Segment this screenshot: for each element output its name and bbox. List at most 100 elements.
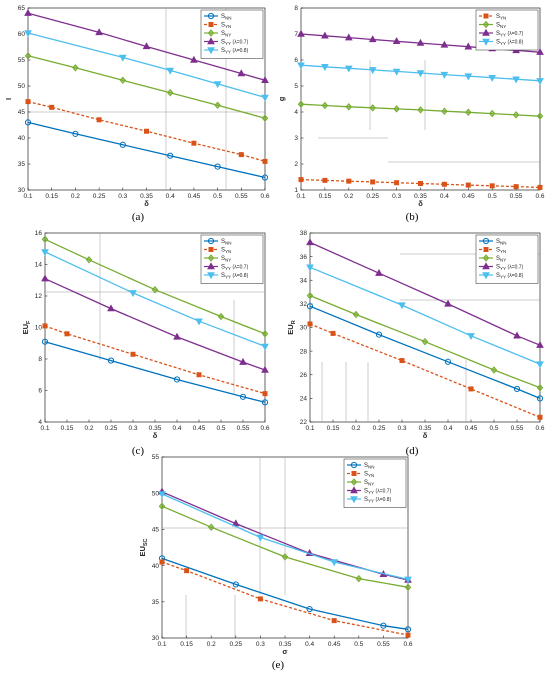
data-point bbox=[536, 361, 544, 369]
x-tick-label: 0.4 bbox=[172, 425, 181, 432]
data-point bbox=[158, 502, 166, 510]
data-point bbox=[344, 33, 353, 41]
legend-swatch-marker bbox=[482, 28, 490, 36]
data-point bbox=[416, 70, 425, 78]
y-axis-label: EUSC bbox=[138, 538, 149, 556]
x-tick-label: 0.55 bbox=[511, 425, 524, 432]
legend-entry: SYY (λ=0.7) bbox=[221, 40, 249, 47]
x-tick-label: 0.3 bbox=[118, 193, 127, 200]
legend-entry-subscript: NY bbox=[500, 24, 506, 29]
legend-entry-suffix: (λ=0.8) bbox=[233, 48, 249, 54]
data-point bbox=[421, 337, 429, 346]
data-point bbox=[306, 303, 314, 310]
y-axis-label: g bbox=[277, 96, 286, 101]
data-point bbox=[467, 333, 475, 340]
y-tick-label: 6 bbox=[38, 388, 42, 395]
data-point bbox=[355, 574, 363, 583]
data-point bbox=[468, 386, 474, 392]
legend-entry-subscript: YY bbox=[500, 41, 506, 46]
y-tick-label: 55 bbox=[18, 57, 26, 64]
legend-entry-suffix: (λ=0.7) bbox=[508, 265, 524, 271]
y-tick-label: 14 bbox=[35, 262, 43, 269]
data-point bbox=[368, 67, 377, 75]
legend-entry-name: S bbox=[496, 23, 500, 29]
legend-entry-subscript: YN bbox=[225, 24, 231, 29]
x-tick-label: 0.55 bbox=[510, 193, 523, 200]
legend-entry-subscript: YY bbox=[368, 490, 374, 495]
y-tick-label: 26 bbox=[300, 372, 308, 379]
data-point bbox=[217, 312, 225, 321]
legend-entry-name: S bbox=[221, 31, 225, 37]
legend-entry-name: S bbox=[221, 40, 225, 46]
legend-swatch-marker bbox=[483, 247, 489, 252]
data-point bbox=[190, 55, 198, 63]
x-tick-label: 0.2 bbox=[344, 193, 353, 200]
y-axis-label-main: EU bbox=[286, 324, 295, 334]
legend-swatch-marker bbox=[350, 478, 358, 486]
x-tick-label: 0.2 bbox=[71, 193, 80, 200]
data-point bbox=[416, 38, 425, 46]
legend-entry-name: S bbox=[221, 265, 225, 271]
data-point bbox=[441, 181, 447, 187]
data-point bbox=[261, 94, 269, 102]
x-axis-label: δ bbox=[418, 199, 423, 208]
legend-swatch-marker bbox=[350, 496, 358, 504]
x-tick-label: 0.45 bbox=[188, 193, 201, 200]
y-tick-label: 4 bbox=[38, 419, 42, 426]
data-point bbox=[307, 321, 313, 327]
legend-entry-subscript: NY bbox=[500, 258, 506, 263]
legend-entry: SYY (λ=0.8) bbox=[221, 48, 249, 55]
x-axis-label: δ bbox=[423, 431, 428, 440]
y-tick-label: 45 bbox=[152, 527, 160, 534]
data-point bbox=[64, 331, 70, 337]
x-tick-label: 0.15 bbox=[45, 193, 58, 200]
data-point bbox=[306, 238, 314, 246]
data-point bbox=[158, 491, 166, 499]
legend-entry-name: S bbox=[364, 463, 368, 469]
panel-label: (a) bbox=[132, 211, 145, 223]
series-line-s-yn bbox=[309, 323, 541, 418]
y-tick-label: 36 bbox=[300, 254, 308, 261]
data-point bbox=[375, 268, 383, 276]
data-point bbox=[261, 343, 269, 351]
series-line-s-yy-08 bbox=[44, 251, 266, 348]
y-tick-label: 7 bbox=[294, 31, 298, 38]
y-axis-label-main: EU bbox=[21, 324, 30, 334]
legend-entry: SNY bbox=[221, 256, 231, 263]
legend-entry-name: S bbox=[364, 497, 368, 503]
y-tick-label: 8 bbox=[294, 5, 298, 12]
legend-swatch-marker bbox=[350, 486, 358, 494]
data-point bbox=[513, 184, 519, 190]
legend-entry-name: S bbox=[221, 14, 225, 20]
legend-entry-subscript: YN bbox=[500, 16, 506, 21]
y-axis-label-main: I bbox=[4, 98, 13, 100]
legend-swatch-marker bbox=[482, 38, 490, 46]
chart-panel-b: 0.1 0.15 0.2 0.25 0.3 0.35 0.4 0.45 0.5 0.55 0.6 1 2… bbox=[277, 5, 545, 223]
data-point bbox=[465, 182, 471, 188]
x-tick-label: 0.4 bbox=[305, 641, 314, 648]
legend-entry-name: S bbox=[496, 31, 500, 37]
data-point bbox=[394, 180, 400, 186]
x-tick-label: 0.5 bbox=[213, 193, 222, 200]
data-point bbox=[42, 323, 48, 329]
data-point bbox=[306, 264, 314, 272]
data-point bbox=[297, 100, 305, 108]
legend-entry-name: S bbox=[496, 273, 500, 279]
data-point bbox=[24, 30, 32, 38]
legend-swatch-marker bbox=[483, 13, 489, 19]
y-tick-label: 16 bbox=[35, 230, 43, 237]
legend-entry-subscript: YY bbox=[500, 275, 506, 280]
data-point bbox=[72, 64, 79, 72]
data-point bbox=[262, 391, 268, 397]
y-axis-label: I bbox=[4, 98, 13, 100]
data-point bbox=[344, 65, 353, 73]
data-point bbox=[370, 179, 376, 185]
legend-entry-subscript: YY bbox=[500, 33, 506, 38]
data-point bbox=[239, 393, 247, 400]
x-axis-label: δ bbox=[153, 431, 158, 440]
data-point bbox=[306, 291, 314, 300]
x-tick-label: 0.55 bbox=[237, 425, 250, 432]
data-point bbox=[444, 299, 452, 307]
